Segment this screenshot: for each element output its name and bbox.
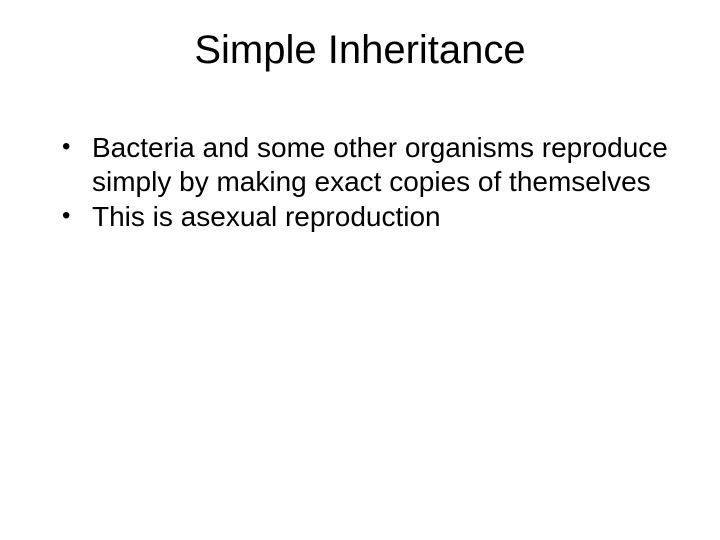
slide: Simple Inheritance Bacteria and some oth… [0,0,720,540]
slide-title: Simple Inheritance [40,28,680,73]
bullet-item: Bacteria and some other organisms reprod… [58,131,680,198]
slide-content: Bacteria and some other organisms reprod… [40,131,680,234]
bullet-list: Bacteria and some other organisms reprod… [58,131,680,234]
bullet-item: This is asexual reproduction [58,200,680,234]
